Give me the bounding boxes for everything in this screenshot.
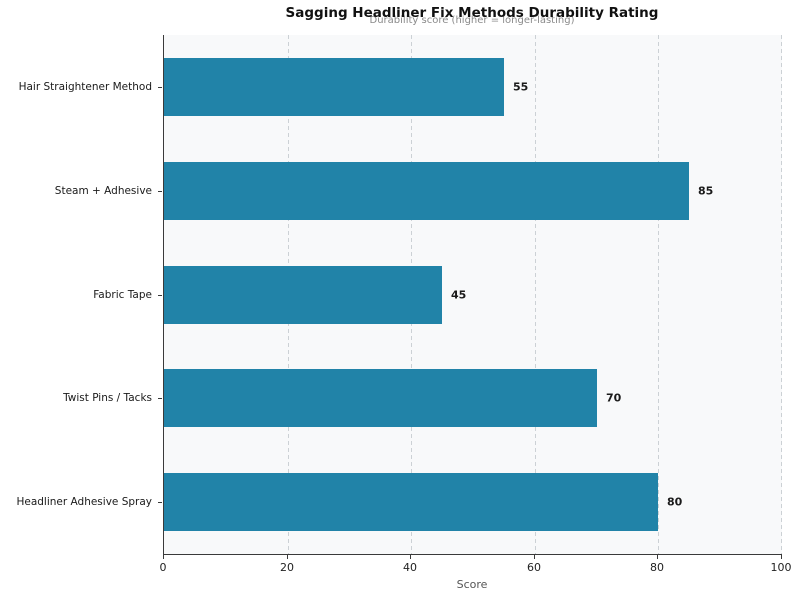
y-tick-label: Twist Pins / Tacks (63, 392, 152, 404)
bar-4 (164, 473, 658, 531)
x-tick-mark (287, 555, 289, 559)
gridline-x-80 (658, 35, 659, 554)
bar-2 (164, 266, 442, 324)
bar-0 (164, 58, 504, 116)
y-tick-mark (158, 87, 162, 89)
x-tick-label: 0 (159, 561, 167, 574)
plot-area: 55 85 45 70 80 (163, 35, 782, 555)
y-tick-mark (158, 398, 162, 400)
bar-value-label: 85 (698, 184, 714, 198)
chart-subtitle: Durability score (higher = longer-lastin… (369, 15, 575, 26)
y-tick-mark (158, 502, 162, 504)
x-tick-mark (781, 555, 783, 559)
x-tick-label: 60 (527, 561, 541, 574)
bar-3 (164, 369, 597, 427)
gridline-x-60 (535, 35, 536, 554)
bar-value-label: 80 (667, 495, 683, 509)
x-tick-label: 20 (280, 561, 294, 574)
x-tick-mark (657, 555, 659, 559)
gridline-x-100 (781, 35, 782, 554)
y-tick-label: Fabric Tape (93, 289, 152, 301)
x-tick-mark (534, 555, 536, 559)
y-tick-label: Headliner Adhesive Spray (16, 496, 152, 508)
bar-1 (164, 162, 689, 220)
chart-title: Sagging Headliner Fix Methods Durability… (285, 5, 659, 21)
y-tick-mark (158, 295, 162, 297)
x-tick-mark (410, 555, 412, 559)
x-tick-label: 80 (650, 561, 664, 574)
y-tick-label: Hair Straightener Method (18, 81, 152, 93)
y-tick-label: Steam + Adhesive (54, 185, 152, 197)
x-axis-title: Score (456, 578, 488, 591)
y-tick-mark (158, 191, 162, 193)
bar-value-label: 70 (606, 391, 622, 405)
bar-value-label: 55 (513, 80, 529, 94)
x-tick-mark (163, 555, 165, 559)
x-tick-label: 40 (403, 561, 417, 574)
x-tick-label: 100 (770, 561, 792, 574)
bar-value-label: 45 (451, 288, 467, 302)
